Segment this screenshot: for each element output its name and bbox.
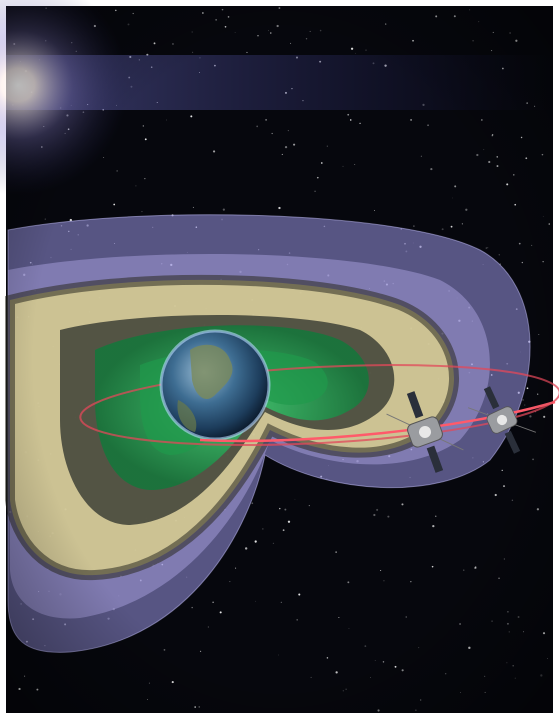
vignette [6,6,553,713]
